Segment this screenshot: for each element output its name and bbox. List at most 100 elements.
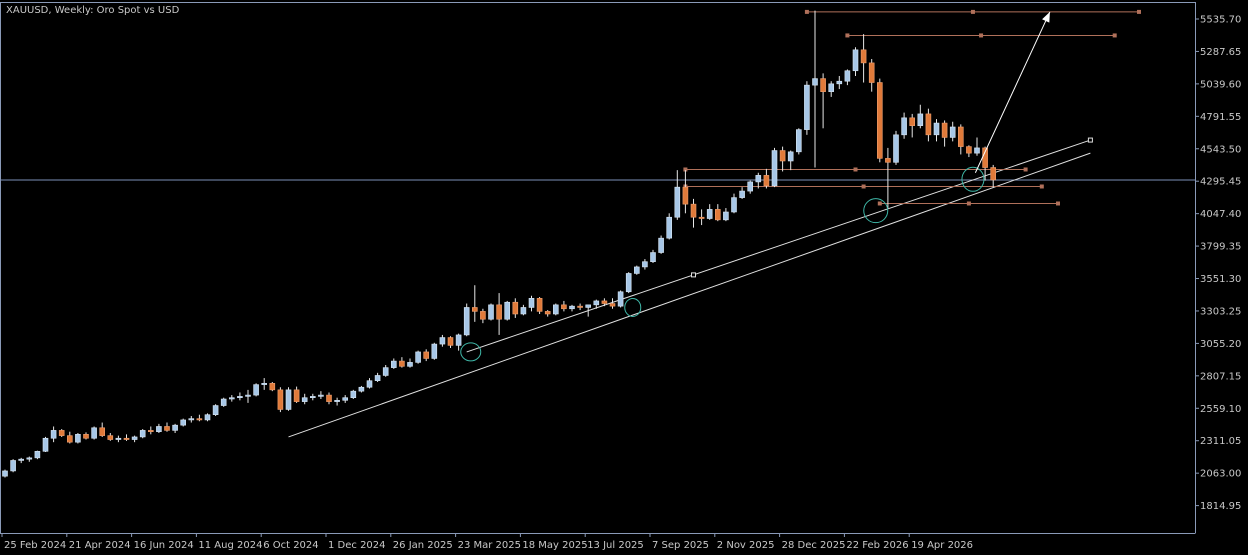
candle-body-bear xyxy=(58,430,65,436)
candle xyxy=(739,187,745,199)
candle xyxy=(18,457,25,464)
candle-body-bear xyxy=(876,82,883,159)
candle-body-bull xyxy=(75,434,81,443)
candle xyxy=(42,436,49,452)
highlight-circle-1[interactable] xyxy=(460,342,482,362)
candle-body-bull xyxy=(658,237,664,253)
highlight-circle-3[interactable] xyxy=(863,198,889,224)
candle-body-bear xyxy=(512,301,519,315)
candle xyxy=(50,426,57,443)
candle-body-bull xyxy=(771,150,778,187)
candle-body-bull xyxy=(2,470,8,477)
candle xyxy=(812,10,818,168)
candle-body-bear xyxy=(496,304,502,320)
candle xyxy=(561,300,567,312)
trendline-1[interactable] xyxy=(288,152,1091,438)
candle-body-bull xyxy=(156,426,162,433)
candle xyxy=(455,333,462,351)
level-handle[interactable] xyxy=(877,201,882,206)
x-tick-label: 11 Aug 2024 xyxy=(198,540,262,551)
candle-body-bear xyxy=(544,311,551,315)
level-handle[interactable] xyxy=(970,9,975,14)
candle xyxy=(293,386,300,403)
candle-body-bull xyxy=(812,78,818,86)
level-handle[interactable] xyxy=(683,167,688,172)
candle xyxy=(439,334,446,347)
x-tick-label: 13 Jul 2025 xyxy=(587,540,644,551)
candle-body-bear xyxy=(990,167,997,181)
candle-body-bull xyxy=(253,384,259,396)
trendline-handle[interactable] xyxy=(1087,137,1093,143)
level-handle[interactable] xyxy=(804,9,809,14)
candle xyxy=(990,164,997,188)
trendline-2[interactable] xyxy=(466,139,1091,353)
candle-body-bull xyxy=(787,151,794,162)
candle xyxy=(787,150,794,171)
candle xyxy=(91,426,97,440)
candle xyxy=(820,73,826,129)
candle xyxy=(528,295,535,312)
candle xyxy=(893,130,899,165)
candle xyxy=(463,303,470,337)
candle-body-bull xyxy=(528,298,535,308)
candle xyxy=(390,358,397,369)
level-handle[interactable] xyxy=(1039,184,1044,189)
level-handle[interactable] xyxy=(1056,201,1060,206)
highlight-circle-2[interactable] xyxy=(624,297,642,317)
candle xyxy=(957,124,964,155)
candle-body-bull xyxy=(617,291,624,307)
candle-body-bull xyxy=(755,175,762,183)
candle xyxy=(139,429,146,439)
candle-body-bull xyxy=(949,126,956,138)
projection-arrow xyxy=(974,11,1051,173)
candle xyxy=(828,81,835,97)
candle-body-bull xyxy=(334,400,340,402)
level-handle[interactable] xyxy=(845,33,850,38)
candle-body-bull xyxy=(731,197,737,213)
candle xyxy=(366,378,373,389)
candle-body-bear xyxy=(99,427,105,436)
y-tick-label: 4047.40 xyxy=(1200,209,1241,220)
candle-body-bull xyxy=(650,252,656,262)
candle xyxy=(67,431,73,444)
candle-body-bear xyxy=(83,434,89,439)
candle xyxy=(237,392,243,401)
arrow-shaft[interactable] xyxy=(974,11,1051,173)
candle-body-bear xyxy=(698,216,705,219)
x-tick-label: 25 Feb 2024 xyxy=(4,540,66,551)
candle-body-bull xyxy=(390,360,397,368)
level-handle[interactable] xyxy=(861,184,866,189)
candle-body-bear xyxy=(885,158,891,163)
x-tick-label: 28 Dec 2025 xyxy=(782,540,846,551)
candle xyxy=(431,342,438,360)
candle-body-bear xyxy=(682,186,689,205)
candle-body-bull xyxy=(706,209,713,219)
candle xyxy=(682,170,689,214)
candle-body-bear xyxy=(941,122,948,138)
candle-body-bull xyxy=(358,386,365,392)
candle-body-bear xyxy=(779,150,786,162)
candle xyxy=(204,413,211,422)
level-handle[interactable] xyxy=(853,167,858,172)
candle xyxy=(301,393,308,405)
candle-body-bull xyxy=(26,457,33,460)
candle xyxy=(123,434,130,441)
trendline-handle[interactable] xyxy=(691,272,696,278)
candle-body-bull xyxy=(245,394,251,397)
candle xyxy=(318,391,324,400)
candle xyxy=(966,145,972,158)
level-handle[interactable] xyxy=(1112,33,1117,38)
highlight-circle-4[interactable] xyxy=(961,166,985,192)
level-handle[interactable] xyxy=(1023,167,1028,172)
level-handle[interactable] xyxy=(979,33,984,38)
candle xyxy=(917,104,924,129)
candle-body-bear xyxy=(690,203,697,218)
candle-body-bull xyxy=(804,84,810,130)
axes xyxy=(0,2,1196,534)
candle xyxy=(569,304,575,312)
candle xyxy=(706,204,713,220)
y-tick-label: 5535.70 xyxy=(1200,15,1241,26)
level-handle[interactable] xyxy=(1137,9,1141,14)
level-handle[interactable] xyxy=(966,201,971,206)
